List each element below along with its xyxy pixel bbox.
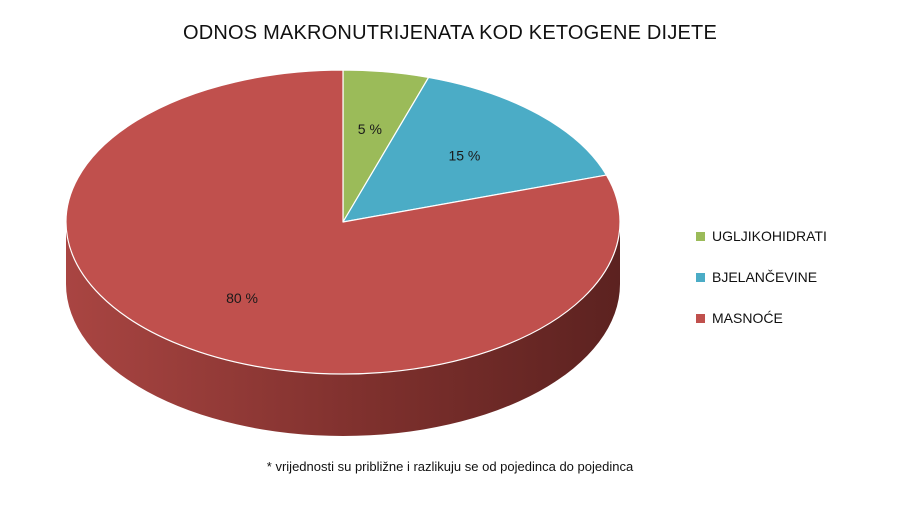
pie-side-2 bbox=[66, 222, 620, 436]
legend-swatch bbox=[696, 231, 705, 241]
pie-label-1: 15 % bbox=[448, 147, 480, 163]
legend-label: UGLJIKOHIDRATI bbox=[712, 228, 827, 244]
legend-label: MASNOĆE bbox=[712, 310, 783, 326]
pie-side-walls bbox=[66, 222, 620, 436]
legend-item-ugljikohidrati: UGLJIKOHIDRATI bbox=[696, 226, 896, 246]
pie-label-2: 80 % bbox=[226, 290, 258, 306]
legend: UGLJIKOHIDRATI BJELANČEVINE MASNOĆE bbox=[696, 226, 896, 349]
chart-title: ODNOS MAKRONUTRIJENATA KOD KETOGENE DIJE… bbox=[182, 22, 718, 44]
pie-slices bbox=[65, 69, 621, 375]
legend-item-bjelancevine: BJELANČEVINE bbox=[696, 267, 896, 287]
pie-rim bbox=[65, 69, 621, 375]
legend-swatch bbox=[696, 313, 705, 323]
legend-item-masnoce: MASNOĆE bbox=[696, 308, 896, 328]
legend-label: BJELANČEVINE bbox=[712, 269, 818, 285]
pie-label-0: 5 % bbox=[358, 121, 382, 137]
pie-data-labels: 5 % 15 % 80 % bbox=[226, 121, 480, 306]
footnote: * vrijednosti su približne i razlikuju s… bbox=[266, 459, 634, 474]
legend-swatch bbox=[696, 272, 705, 282]
